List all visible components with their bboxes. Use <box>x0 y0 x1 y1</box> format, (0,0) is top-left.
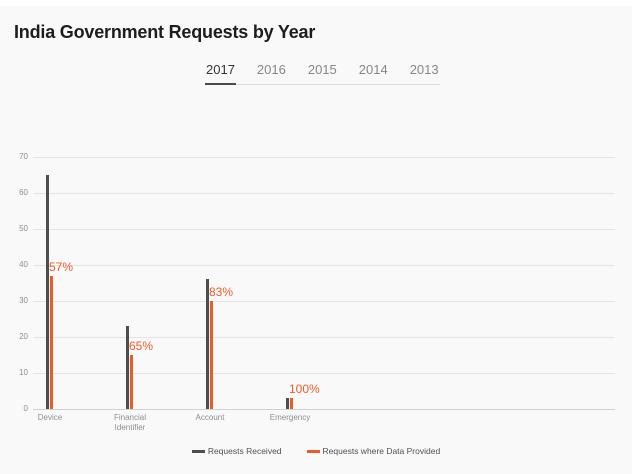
bar-requests-received <box>206 279 209 409</box>
percent-label: 57% <box>49 259 74 274</box>
x-axis-label: Account <box>195 413 225 422</box>
y-axis-label: 30 <box>19 296 28 305</box>
bar-requests-received <box>46 175 49 409</box>
y-axis-label: 40 <box>19 260 28 269</box>
tab-2016[interactable]: 2016 <box>256 62 286 77</box>
page-title: India Government Requests by Year <box>14 22 316 42</box>
percent-label: 65% <box>129 339 154 353</box>
gridline <box>33 373 615 374</box>
gridline <box>33 265 615 266</box>
x-axis-label: Financial Identifier <box>113 413 146 432</box>
bar-requests-where-data-provided <box>50 275 53 409</box>
gridline <box>33 301 615 302</box>
gridline <box>33 229 615 230</box>
bar-requests-received <box>286 398 289 409</box>
y-axis-label: 0 <box>23 404 28 413</box>
y-axis-label: 70 <box>19 152 28 161</box>
x-axis-label: Device <box>37 413 63 422</box>
bar-requests-where-data-provided <box>210 301 213 409</box>
y-axis-label: 60 <box>19 188 28 197</box>
bar-requests-where-data-provided <box>290 398 293 409</box>
gridline <box>33 157 615 158</box>
bar-requests-received <box>126 326 129 409</box>
top-strip <box>0 0 632 6</box>
gridline <box>33 193 615 194</box>
gridline <box>33 409 615 410</box>
year-tabs: 2017 2016 2015 2014 2013 <box>205 58 440 85</box>
tab-2015[interactable]: 2015 <box>307 62 337 77</box>
legend-dash-swatch <box>306 449 320 453</box>
y-axis-label: 20 <box>19 332 28 341</box>
tab-2013[interactable]: 2013 <box>409 62 439 77</box>
legend-item: Requests Received <box>191 446 282 456</box>
percent-label: 83% <box>209 285 234 299</box>
bar-requests-where-data-provided <box>130 355 133 409</box>
y-axis-label: 50 <box>19 224 28 233</box>
legend-label: Requests where Data Provided <box>322 446 441 456</box>
x-axis-label: Emergency <box>269 413 311 422</box>
chart-legend: Requests Received Requests where Data Pro… <box>0 446 632 456</box>
y-axis-label: 10 <box>19 368 28 377</box>
legend-label: Requests Received <box>207 446 282 456</box>
legend-dash-swatch <box>191 449 205 453</box>
percent-label: 100% <box>289 382 320 397</box>
tab-2017[interactable]: 2017 <box>205 58 236 85</box>
tab-2014[interactable]: 2014 <box>358 62 388 77</box>
legend-item: Requests where Data Provided <box>306 446 441 456</box>
gridline <box>33 337 615 338</box>
